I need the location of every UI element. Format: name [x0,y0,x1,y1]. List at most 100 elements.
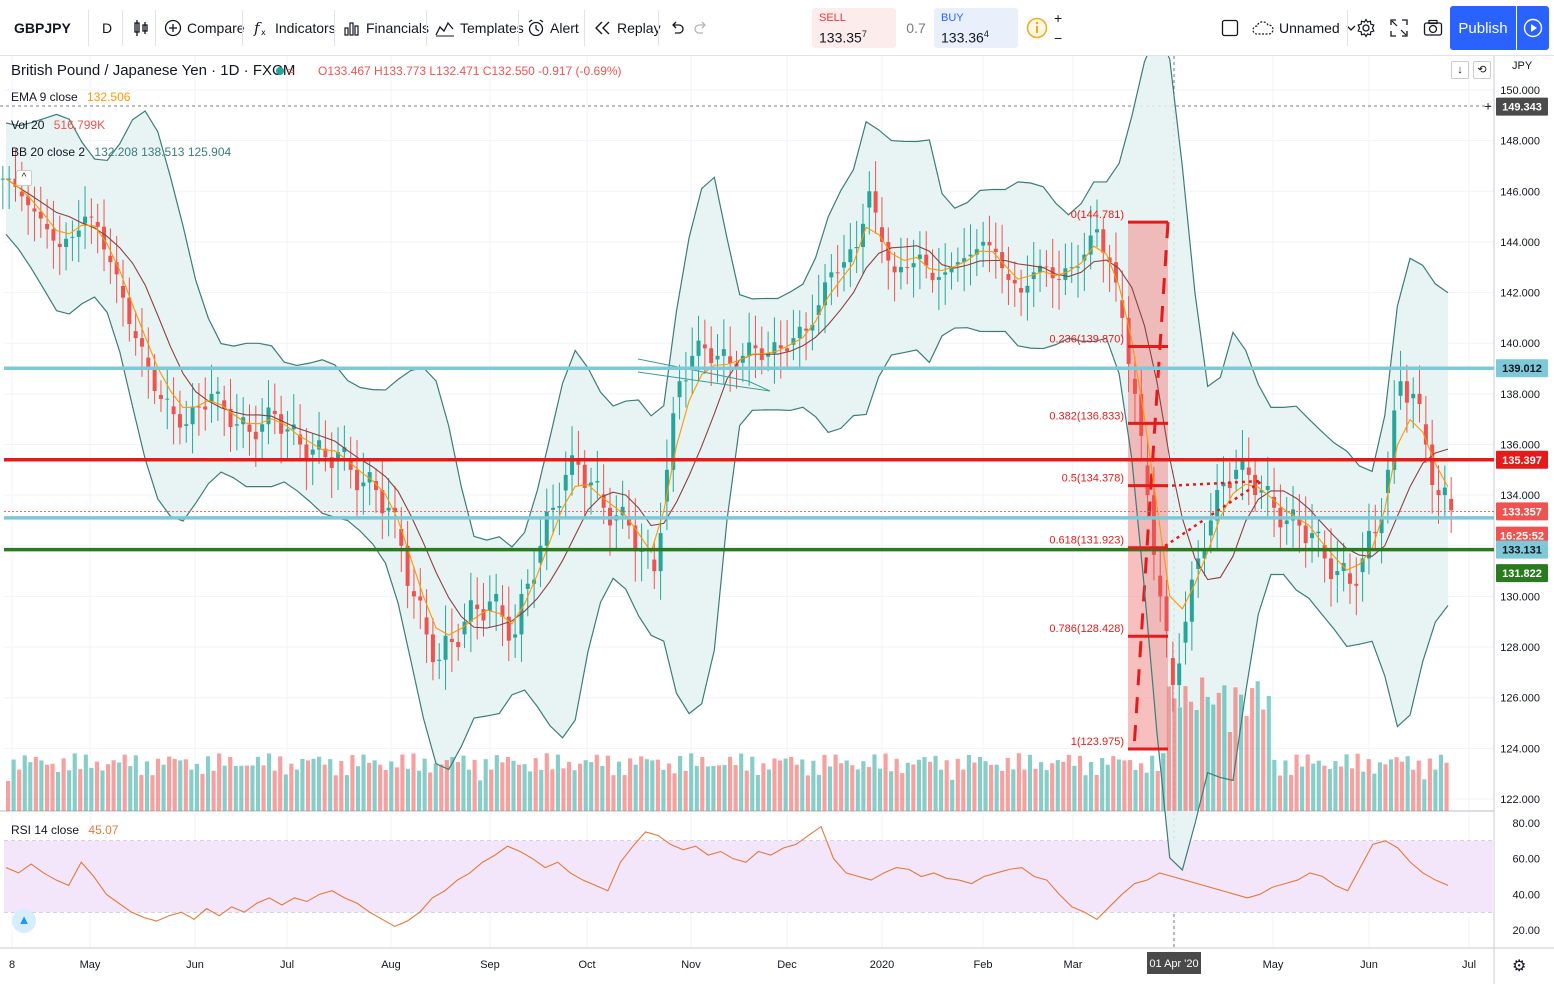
volume-bar [989,764,994,811]
info-button[interactable] [1020,8,1059,48]
volume-bar [94,761,100,811]
volume-bar [105,764,111,811]
replay-button[interactable]: Replay [588,8,667,48]
candle-body [26,196,31,206]
candle-body [437,659,442,661]
screenshot-button[interactable] [1417,8,1454,48]
candle-body [1208,520,1213,536]
alert-button[interactable]: Alert [521,8,585,48]
price-tick: 148.000 [1500,136,1540,148]
volume-bar [1311,763,1316,811]
candle-body [203,406,208,410]
undo-button[interactable] [662,8,697,48]
chart-area[interactable]: 0(144.781) 0.236(139.870) 0.382(136.833) 0.… [0,56,1554,984]
time-label: Aug [381,959,401,971]
chart-style-button[interactable] [126,8,161,48]
candle-body [538,545,543,563]
time-label: Sep [480,959,500,971]
volume-bar [950,779,955,811]
volume-bar [1294,754,1299,811]
volume-bar [1122,760,1127,811]
square-icon [1221,19,1239,37]
volume-bar [1055,760,1060,811]
volume-bar [994,764,999,811]
templates-label: Templates [460,20,524,36]
volume-bar [450,757,455,811]
candle-body [177,414,182,428]
volume-bar [1422,779,1427,811]
volume-bar [361,754,366,811]
candle-body [557,506,562,508]
volume-bar [955,758,960,811]
volume-bar [33,757,38,811]
fullscreen-button[interactable] [1384,8,1419,48]
price-tick: 140.000 [1500,338,1540,350]
layout-checkbox[interactable] [1215,8,1250,48]
horizontal-lines [4,366,1494,552]
volume-bar [333,775,338,811]
interval-button[interactable]: D [96,8,118,48]
financials-button[interactable]: Financials [337,8,435,48]
candle-body [1031,272,1036,280]
quantity-increase-button[interactable]: + [1054,10,1063,26]
divider [658,10,659,46]
volume-bar [522,764,527,811]
settings-gear-icon[interactable]: ⚙ [1512,958,1527,975]
scroll-down-button[interactable]: ↓ [1451,61,1469,79]
volume-bar [1361,771,1366,811]
volume-bar [411,753,416,811]
time-label: Jul [280,959,294,971]
buy-price-sup: 4 [983,29,989,39]
candle-body [114,262,119,275]
settings-button[interactable] [1350,8,1387,48]
volume-bar [1039,762,1044,811]
fib-level-label: 1(123.975) [1071,736,1124,748]
ema-legend: EMA 9 close 132.506 [11,90,130,104]
candle-body [633,525,638,552]
reset-scale-button[interactable]: ⟲ [1473,61,1491,79]
candle-body [1417,393,1422,405]
volume-bar [378,764,383,811]
layout-name-dropdown[interactable]: Unnamed [1246,8,1367,48]
quantity-decrease-button[interactable]: − [1054,30,1063,46]
candle-body [690,355,695,369]
candle-body [13,178,18,187]
templates-button[interactable]: Templates [429,8,530,48]
symbol-search[interactable]: GBPJPY [8,8,77,48]
candle-body [766,353,771,357]
volume-bar [17,769,22,811]
volume-bar [183,759,188,811]
publish-options-button[interactable] [1517,6,1549,50]
publish-button[interactable]: Publish [1450,6,1516,50]
candle-body [253,431,258,440]
candle-body [1240,460,1245,470]
candle-body [1234,469,1239,479]
volume-bar [972,762,977,811]
rsi-label: RSI 14 close [11,823,80,837]
bb-upper-line [5,56,1449,548]
time-label: May [80,959,101,971]
collapse-legend-button[interactable]: ^ [16,170,32,186]
redo-button[interactable] [686,8,721,48]
volume-bar [1166,686,1171,811]
volume-bar [1172,698,1177,811]
volume-bar [228,756,233,811]
volume-bar [1100,757,1105,811]
candle-body [898,266,903,273]
candle-body [810,324,815,331]
compare-button[interactable]: Compare [158,8,251,48]
sell-button[interactable]: SELL 133.357 [812,8,896,48]
buy-button[interactable]: BUY 133.364 [934,8,1018,48]
candle-body [962,258,967,263]
volume-bar [200,773,205,811]
volume-bar [1277,775,1282,811]
candle-body [753,345,758,349]
candle-body [879,227,884,242]
time-label-bg [1147,952,1201,974]
price-label: 149.343 [1502,102,1542,114]
candle-body [228,409,233,427]
volume-bar [628,758,633,811]
candle-body [19,191,24,197]
tradingview-logo-icon[interactable]: ▲ [12,909,36,933]
